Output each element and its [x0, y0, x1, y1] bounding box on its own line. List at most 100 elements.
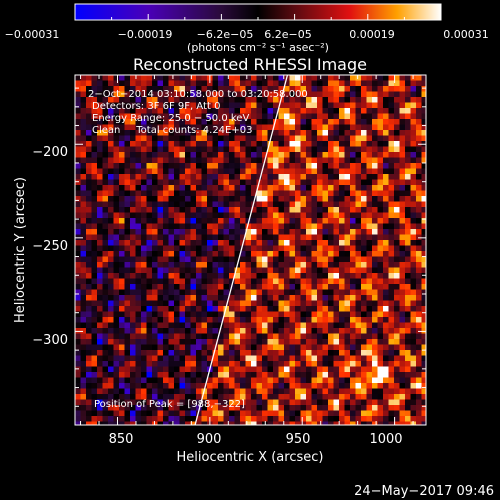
- heatmap-pixel: [86, 179, 92, 186]
- heatmap-pixel: [80, 339, 87, 345]
- heatmap-pixel: [130, 207, 136, 213]
- heatmap-pixel: [256, 113, 263, 120]
- heatmap-pixel: [91, 196, 98, 202]
- heatmap-pixel: [344, 421, 351, 425]
- heatmap-pixel: [361, 350, 367, 356]
- heatmap-pixel: [350, 311, 356, 318]
- heatmap-pixel: [256, 273, 263, 279]
- heatmap-pixel: [91, 163, 98, 169]
- heatmap-pixel: [251, 229, 257, 235]
- heatmap-pixel: [372, 108, 378, 114]
- heatmap-pixel: [91, 124, 98, 131]
- heatmap-pixel: [256, 322, 263, 329]
- heatmap-pixel: [124, 350, 131, 356]
- heatmap-pixel: [190, 218, 197, 224]
- heatmap-pixel: [388, 322, 395, 329]
- heatmap-pixel: [218, 80, 224, 87]
- heatmap-pixel: [196, 174, 202, 180]
- heatmap-pixel: [146, 168, 153, 175]
- heatmap-pixel: [284, 223, 290, 230]
- heatmap-pixel: [179, 289, 186, 296]
- heatmap-pixel: [119, 405, 125, 411]
- heatmap-pixel: [311, 361, 318, 367]
- heatmap-pixel: [234, 86, 241, 92]
- heatmap-pixel: [141, 339, 147, 345]
- heatmap-pixel: [135, 185, 142, 191]
- heatmap-pixel: [317, 196, 323, 202]
- heatmap-pixel: [113, 416, 120, 422]
- heatmap-pixel: [80, 196, 87, 202]
- heatmap-pixel: [218, 234, 224, 241]
- heatmap-pixel: [185, 278, 191, 285]
- heatmap-pixel: [179, 108, 186, 114]
- heatmap-pixel: [339, 135, 345, 142]
- heatmap-pixel: [75, 102, 81, 109]
- heatmap-pixel: [163, 361, 169, 367]
- heatmap-pixel: [196, 157, 202, 164]
- heatmap-pixel: [306, 328, 312, 334]
- heatmap-pixel: [322, 102, 329, 109]
- heatmap-pixel: [179, 240, 186, 246]
- heatmap-pixel: [416, 179, 422, 186]
- heatmap-pixel: [350, 229, 356, 235]
- heatmap-pixel: [273, 240, 279, 246]
- heatmap-pixel: [113, 185, 120, 191]
- heatmap-pixel: [278, 256, 285, 263]
- heatmap-pixel: [86, 350, 92, 356]
- heatmap-pixel: [135, 350, 142, 356]
- heatmap-pixel: [339, 262, 345, 268]
- heatmap-pixel: [212, 322, 219, 329]
- heatmap-pixel: [102, 355, 109, 362]
- heatmap-pixel: [350, 201, 356, 208]
- heatmap-pixel: [317, 163, 323, 169]
- heatmap-pixel: [146, 333, 153, 340]
- heatmap-pixel: [196, 75, 202, 81]
- heatmap-pixel: [328, 135, 334, 142]
- heatmap-pixel: [366, 124, 373, 131]
- heatmap-pixel: [91, 256, 98, 263]
- heatmap-pixel: [306, 212, 312, 219]
- heatmap-pixel: [372, 80, 378, 87]
- heatmap-pixel: [135, 388, 142, 395]
- heatmap-pixel: [300, 410, 307, 417]
- heatmap-pixel: [355, 388, 362, 395]
- heatmap-pixel: [383, 113, 389, 120]
- heatmap-pixel: [152, 212, 158, 219]
- heatmap-pixel: [196, 135, 202, 142]
- heatmap-pixel: [185, 416, 191, 422]
- heatmap-pixel: [146, 185, 153, 191]
- heatmap-pixel: [196, 80, 202, 87]
- heatmap-pixel: [234, 218, 241, 224]
- heatmap-pixel: [355, 372, 362, 378]
- heatmap-pixel: [339, 267, 345, 274]
- heatmap-pixel: [141, 157, 147, 164]
- heatmap-pixel: [355, 289, 362, 296]
- heatmap-pixel: [273, 256, 279, 263]
- heatmap-pixel: [124, 361, 131, 367]
- heatmap-pixel: [311, 240, 318, 246]
- heatmap-pixel: [135, 267, 142, 274]
- heatmap-pixel: [185, 328, 191, 334]
- heatmap-pixel: [295, 190, 301, 197]
- heatmap-pixel: [218, 229, 224, 235]
- heatmap-pixel: [141, 152, 147, 158]
- heatmap-pixel: [75, 289, 81, 296]
- heatmap-pixel: [383, 218, 389, 224]
- heatmap-pixel: [273, 152, 279, 158]
- heatmap-pixel: [328, 377, 334, 384]
- heatmap-pixel: [97, 256, 103, 263]
- heatmap-pixel: [207, 262, 213, 268]
- heatmap-pixel: [339, 75, 345, 81]
- heatmap-pixel: [223, 130, 230, 136]
- heatmap-pixel: [262, 394, 268, 400]
- heatmap-pixel: [273, 179, 279, 186]
- heatmap-pixel: [190, 130, 197, 136]
- heatmap-pixel: [207, 383, 213, 389]
- heatmap-pixel: [168, 223, 175, 230]
- heatmap-pixel: [157, 394, 164, 400]
- heatmap-pixel: [399, 141, 406, 147]
- heatmap-pixel: [377, 289, 384, 296]
- heatmap-pixel: [366, 339, 373, 345]
- heatmap-pixel: [328, 102, 334, 109]
- heatmap-pixel: [267, 416, 274, 422]
